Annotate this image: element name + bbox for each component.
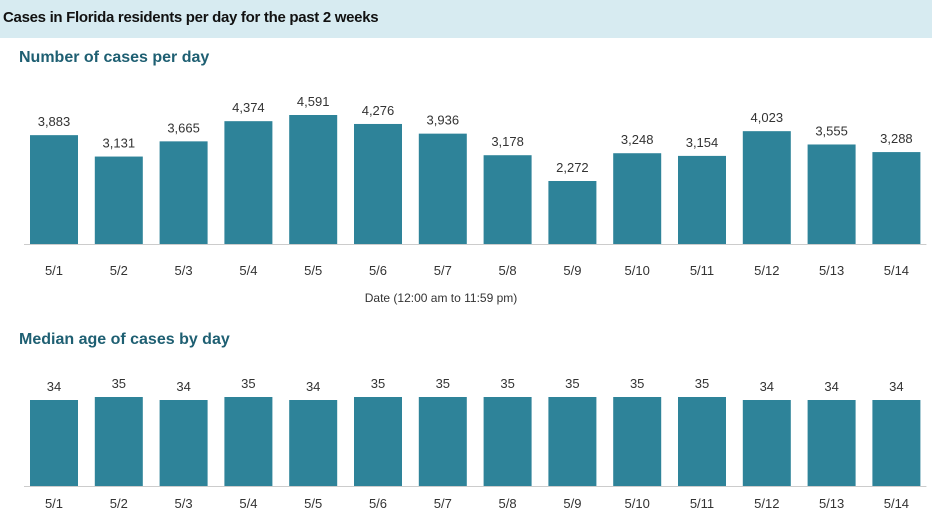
cases-tick-label: 5/4 — [239, 263, 257, 278]
cases-value-label: 4,023 — [751, 110, 784, 125]
cases-tick-label: 5/10 — [625, 263, 650, 278]
age-tick-label: 5/7 — [434, 496, 452, 511]
cases-tick-label: 5/12 — [754, 263, 779, 278]
cases-tick-label: 5/2 — [110, 263, 128, 278]
age-value-label: 35 — [112, 376, 126, 391]
age-value-label: 35 — [436, 376, 450, 391]
age-value-label: 34 — [306, 379, 320, 394]
age-tick-label: 5/12 — [754, 496, 779, 511]
cases-tick-label: 5/5 — [304, 263, 322, 278]
age-bar-5-14 — [872, 400, 921, 486]
age-bar-5-6 — [354, 397, 402, 486]
cases-tick-label: 5/8 — [499, 263, 517, 278]
age-value-label: 34 — [47, 379, 61, 394]
cases-value-label: 4,591 — [297, 94, 330, 109]
cases-bar-5-13 — [807, 144, 856, 244]
cases-tick-label: 5/1 — [45, 263, 63, 278]
age-tick-label: 5/4 — [239, 496, 257, 511]
cases-bar-5-6 — [354, 123, 402, 244]
age-tick-label: 5/8 — [499, 496, 517, 511]
age-tick-label: 5/10 — [625, 496, 650, 511]
age-tick-label: 5/9 — [563, 496, 581, 511]
age-bar-5-10 — [613, 397, 662, 486]
age-value-label: 35 — [371, 376, 385, 391]
age-tick-label: 5/14 — [884, 496, 909, 511]
cases-bar-5-2 — [94, 156, 143, 244]
cases-bar-5-9 — [548, 181, 597, 244]
age-bar-5-9 — [548, 397, 597, 486]
cases-tick-label: 5/7 — [434, 263, 452, 278]
age-tick-label: 5/6 — [369, 496, 387, 511]
cases-bar-5-7 — [418, 133, 467, 244]
cases-bar-5-1 — [30, 135, 78, 244]
age-bar-5-11 — [678, 397, 726, 486]
age-value-label: 34 — [176, 379, 190, 394]
age-tick-label: 5/11 — [690, 496, 714, 511]
age-tick-label: 5/1 — [45, 496, 63, 511]
cases-bar-5-10 — [613, 153, 662, 244]
cases-bar-5-4 — [224, 121, 273, 244]
median-age-chart-title: Median age of cases by day — [19, 331, 230, 348]
cases-value-label: 3,555 — [815, 123, 848, 138]
cases-tick-label: 5/6 — [369, 263, 387, 278]
age-value-label: 35 — [695, 376, 709, 391]
age-bar-5-13 — [807, 400, 856, 486]
cases-tick-label: 5/9 — [563, 263, 581, 278]
cases-value-label: 3,288 — [880, 131, 913, 146]
header-bar: Cases in Florida residents per day for t… — [0, 0, 932, 38]
age-value-label: 34 — [824, 379, 838, 394]
cases-value-label: 3,154 — [686, 135, 719, 150]
age-bar-5-8 — [483, 397, 532, 486]
age-bar-5-3 — [159, 400, 208, 486]
cases-per-day-chart: 3,883 5/1 3,131 5/2 3,665 5/3 4,374 5/4 4,591 5/5… — [24, 94, 927, 305]
age-tick-label: 5/5 — [304, 496, 322, 511]
age-tick-label: 5/3 — [175, 496, 193, 511]
age-value-label: 35 — [630, 376, 644, 391]
age-value-label: 34 — [889, 379, 903, 394]
page-title: Cases in Florida residents per day for t… — [3, 9, 379, 26]
cases-bar-5-3 — [159, 141, 208, 244]
cases-value-label: 3,178 — [491, 134, 524, 149]
cases-bar-5-5 — [289, 115, 338, 244]
age-value-label: 35 — [565, 376, 579, 391]
cases-value-label: 3,248 — [621, 132, 654, 147]
cases-value-label: 3,883 — [38, 114, 71, 129]
cases-bar-5-8 — [483, 155, 532, 244]
age-value-label: 34 — [760, 379, 774, 394]
cases-tick-label: 5/11 — [690, 263, 714, 278]
cases-chart-title: Number of cases per day — [19, 49, 210, 66]
age-value-label: 35 — [241, 376, 255, 391]
age-bar-5-2 — [94, 397, 143, 486]
cases-bar-5-14 — [872, 152, 921, 244]
cases-value-label: 3,936 — [427, 113, 460, 128]
cases-x-axis-title: Date (12:00 am to 11:59 pm) — [365, 291, 518, 305]
cases-value-label: 2,272 — [556, 160, 589, 175]
age-bar-5-7 — [418, 397, 467, 486]
age-tick-label: 5/2 — [110, 496, 128, 511]
cases-value-label: 4,374 — [232, 100, 265, 115]
cases-bar-5-11 — [678, 155, 726, 244]
age-bar-5-12 — [742, 400, 791, 486]
age-bar-5-1 — [30, 400, 78, 486]
cases-tick-label: 5/3 — [175, 263, 193, 278]
age-tick-label: 5/13 — [819, 496, 844, 511]
age-bar-5-4 — [224, 397, 273, 486]
cases-bar-5-12 — [742, 131, 791, 244]
age-value-label: 35 — [500, 376, 514, 391]
cases-value-label: 3,665 — [167, 120, 200, 135]
cases-tick-label: 5/14 — [884, 263, 909, 278]
age-bar-5-5 — [289, 400, 338, 486]
cases-value-label: 4,276 — [362, 103, 395, 118]
cases-tick-label: 5/13 — [819, 263, 844, 278]
cases-value-label: 3,131 — [103, 136, 136, 151]
